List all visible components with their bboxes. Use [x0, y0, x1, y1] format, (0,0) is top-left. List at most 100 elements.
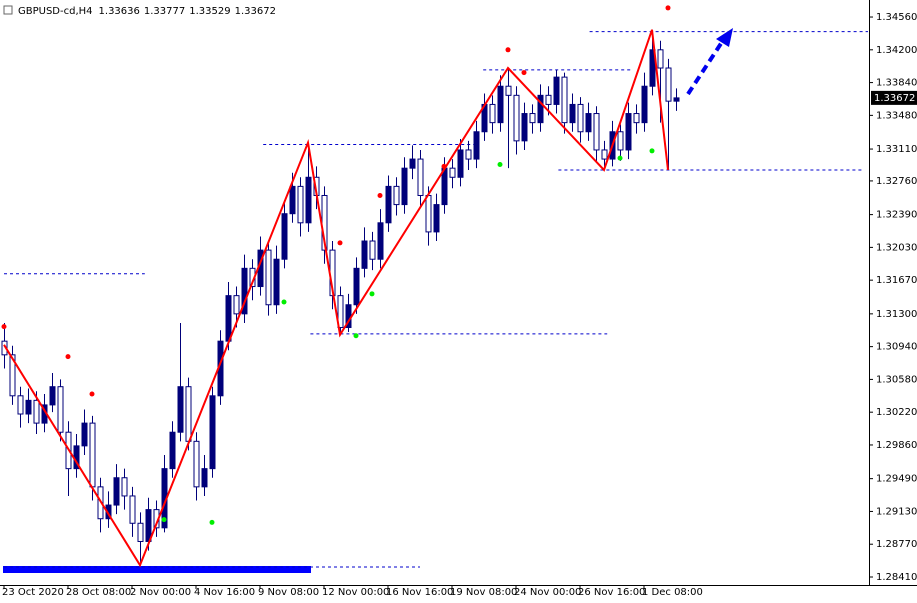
candle-body — [417, 158, 424, 196]
fractal-dot — [665, 5, 671, 11]
fractal-dot — [369, 291, 375, 297]
candle-body — [17, 395, 24, 415]
candle-body — [497, 85, 504, 124]
candle-body — [305, 176, 312, 224]
candle-body — [33, 399, 40, 424]
candle-body — [225, 295, 232, 342]
candle-body — [545, 94, 552, 105]
y-tick-label: 1.29130 — [876, 506, 917, 517]
candle-body — [513, 94, 520, 142]
candle-body — [193, 440, 200, 488]
x-tick-label: 26 Nov 16:00 — [578, 587, 645, 598]
candle-body — [625, 113, 632, 151]
y-tick-label: 1.30580 — [876, 374, 917, 385]
fractal-dot — [497, 162, 503, 168]
candle-body — [505, 85, 512, 96]
current-price-box — [871, 90, 917, 105]
header-high: 1.33777 — [144, 6, 185, 17]
candle-body — [185, 386, 192, 442]
candle-body — [537, 94, 544, 124]
y-tick-label: 1.29490 — [876, 474, 917, 485]
candle-body — [169, 431, 176, 470]
candle-body — [361, 240, 368, 269]
candle-body — [241, 267, 248, 315]
chart-header: GBPUSD-cd,H4 1.33636 1.33777 1.33529 1.33672 — [18, 6, 276, 17]
indicator-bar — [3, 566, 311, 573]
candle-body — [25, 399, 32, 415]
fractal-dot — [649, 148, 655, 154]
candle-body — [281, 213, 288, 260]
fractal-dot — [65, 354, 71, 360]
candle-body — [121, 477, 128, 497]
candle-body — [529, 113, 536, 124]
candle-body — [129, 495, 136, 524]
zigzag-line — [3, 29, 669, 568]
candle-body — [601, 149, 608, 160]
candle-body — [449, 167, 456, 178]
fractal-dot — [209, 519, 215, 525]
candle-body — [49, 386, 56, 406]
y-tick-label: 1.32760 — [876, 176, 917, 187]
fractal-dot — [521, 70, 527, 76]
y-tick-label: 1.32030 — [876, 242, 917, 253]
candle-body — [441, 167, 448, 206]
x-tick-label: 16 Nov 16:00 — [386, 587, 453, 598]
fractal-dot — [505, 47, 511, 53]
candle-body — [265, 249, 272, 306]
candle-body — [201, 468, 208, 488]
x-tick-label: 9 Nov 08:00 — [258, 587, 319, 598]
current-price-label: 1.33672 — [874, 93, 915, 104]
candle-body — [9, 354, 16, 397]
header-close: 1.33672 — [235, 6, 276, 17]
candle-body — [673, 97, 680, 102]
forecast-arrow — [686, 40, 724, 96]
candle-body — [585, 113, 592, 133]
candle-body — [89, 422, 96, 488]
fractal-dot — [337, 240, 343, 246]
y-tick-label: 1.30220 — [876, 407, 917, 418]
y-tick-label: 1.33110 — [876, 144, 917, 155]
fractal-dot — [377, 192, 383, 198]
candle-body — [641, 85, 648, 124]
chart-title: GBPUSD-cd,H4 — [18, 6, 93, 17]
y-tick-label: 1.34200 — [876, 45, 917, 56]
candle-body — [561, 76, 568, 124]
candle-body — [337, 295, 344, 329]
y-tick-label: 1.28770 — [876, 539, 917, 550]
candle-body — [137, 522, 144, 542]
y-tick-label: 1.31300 — [876, 309, 917, 320]
fractal-dot — [353, 333, 359, 339]
candle-body — [401, 167, 408, 206]
x-tick-label: 2 Nov 00:00 — [130, 587, 191, 598]
candle-body — [569, 103, 576, 124]
candle-body — [297, 185, 304, 224]
candle-body — [369, 240, 376, 260]
x-tick-label: 19 Nov 08:00 — [450, 587, 517, 598]
candle-body — [81, 422, 88, 447]
candle-body — [489, 103, 496, 124]
candle-body — [289, 185, 296, 215]
candle-body — [553, 76, 560, 105]
fractal-dot — [161, 517, 167, 523]
fractal-dot — [89, 391, 95, 397]
candle-body — [233, 295, 240, 315]
candle-body — [353, 267, 360, 306]
candle-body — [385, 185, 392, 224]
candle-body — [521, 113, 528, 142]
y-tick-label: 1.33840 — [876, 78, 917, 89]
x-tick-label: 23 Oct 2020 — [2, 587, 64, 598]
candle-body — [633, 113, 640, 124]
candle-body — [665, 67, 672, 102]
candle-body — [113, 477, 120, 506]
y-tick-label: 1.28410 — [876, 572, 917, 583]
candle-body — [593, 113, 600, 151]
fractal-dot — [441, 163, 447, 169]
candle-body — [457, 149, 464, 178]
candle-body — [57, 386, 64, 433]
fractal-dot — [1, 324, 7, 330]
y-tick-label: 1.32390 — [876, 210, 917, 221]
candle-body — [433, 204, 440, 233]
